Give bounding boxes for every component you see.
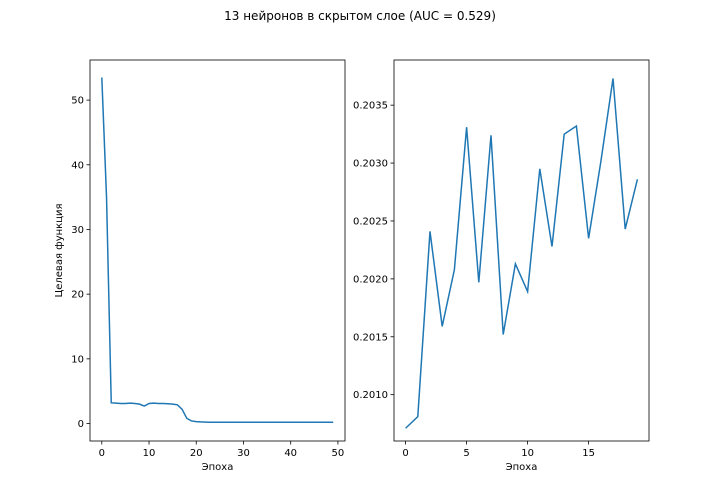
y-tick-label: 0.2035 bbox=[353, 101, 388, 112]
x-tick-label: 5 bbox=[463, 448, 469, 459]
x-tick-label: 20 bbox=[190, 448, 203, 459]
y-tick-label: 0 bbox=[78, 419, 84, 430]
x-tick-label: 10 bbox=[521, 448, 534, 459]
figure-title: 13 нейронов в скрытом слое (AUC = 0.529) bbox=[224, 9, 496, 23]
right-x-axis-label: Эпоха bbox=[506, 462, 538, 473]
x-tick-label: 0 bbox=[99, 448, 105, 459]
left-x-axis-label: Эпоха bbox=[202, 462, 234, 473]
y-tick-label: 0.2010 bbox=[353, 390, 388, 401]
right-x-ticks: 0 5 10 15 bbox=[402, 441, 595, 459]
x-tick-label: 0 bbox=[402, 448, 408, 459]
x-tick-label: 15 bbox=[582, 448, 595, 459]
left-subplot: 0 10 20 30 40 50 0 10 20 30 40 50 Эпоха Целевая фу… bbox=[54, 59, 346, 473]
left-y-axis-label: Целевая функция bbox=[54, 203, 65, 297]
y-tick-label: 30 bbox=[71, 225, 84, 236]
y-tick-label: 0.2015 bbox=[353, 332, 388, 343]
x-tick-label: 10 bbox=[143, 448, 156, 459]
y-tick-label: 40 bbox=[71, 160, 84, 171]
x-tick-label: 30 bbox=[237, 448, 250, 459]
y-tick-label: 20 bbox=[71, 290, 84, 301]
right-subplot: 0 5 10 15 0.20100.20150.20200.20250.20300.2… bbox=[353, 59, 650, 473]
right-y-ticks: 0.2010 0.2015 0.2020 0.2025 0.2030 0.2035 bbox=[353, 101, 394, 401]
y-tick-label: 10 bbox=[71, 354, 84, 365]
right-auc-line bbox=[405, 78, 639, 429]
left-y-ticks: 0 10 20 30 40 50 bbox=[71, 96, 90, 430]
left-x-ticks: 0 10 20 30 40 50 bbox=[99, 441, 345, 459]
left-loss-line bbox=[101, 77, 334, 423]
y-tick-label: 0.2025 bbox=[353, 216, 388, 227]
y-tick-label: 0.2030 bbox=[353, 159, 388, 170]
y-tick-label: 0.2020 bbox=[353, 274, 388, 285]
x-tick-label: 50 bbox=[332, 448, 345, 459]
y-tick-label: 50 bbox=[71, 96, 84, 107]
right-axes-frame bbox=[393, 59, 650, 442]
left-axes-frame bbox=[89, 59, 346, 442]
x-tick-label: 40 bbox=[284, 448, 297, 459]
